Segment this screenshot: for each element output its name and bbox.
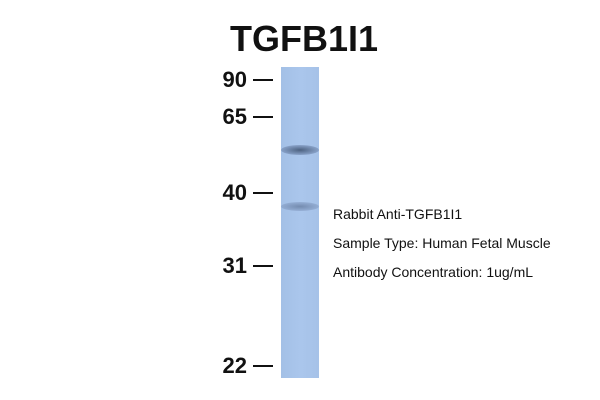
concentration-label: Antibody Concentration: 1ug/mL (333, 264, 534, 280)
marker-65: 65 (200, 105, 275, 129)
band-weak (281, 202, 319, 211)
marker-tick (253, 365, 273, 367)
marker-tick (253, 79, 273, 81)
blot-title: TGFB1I1 (229, 18, 379, 59)
marker-label: 31 (222, 253, 247, 278)
marker-tick (253, 265, 273, 267)
marker-40: 40 (200, 181, 275, 205)
marker-31: 31 (200, 254, 275, 278)
antibody-label: Rabbit Anti-TGFB1I1 (333, 206, 463, 222)
marker-label: 22 (222, 353, 247, 378)
marker-22: 22 (200, 354, 275, 378)
band-strong (281, 145, 319, 155)
blot-lane (281, 67, 319, 378)
marker-label: 40 (222, 180, 247, 205)
marker-label: 90 (222, 67, 247, 92)
marker-tick (253, 192, 273, 194)
marker-tick (253, 116, 273, 118)
sample-type-label: Sample Type: Human Fetal Muscle (333, 235, 551, 251)
marker-label: 65 (222, 104, 247, 129)
marker-90: 90 (200, 68, 275, 92)
